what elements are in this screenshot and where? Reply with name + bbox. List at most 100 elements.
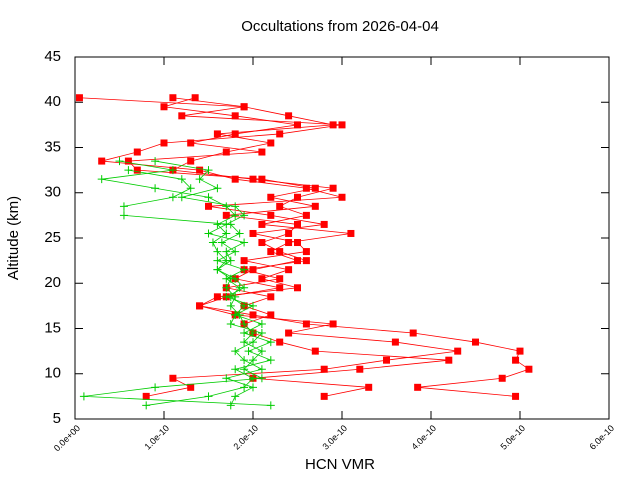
marker — [213, 184, 222, 193]
marker — [97, 175, 106, 184]
marker — [142, 392, 150, 400]
marker — [222, 283, 231, 292]
marker — [311, 184, 319, 192]
series-line — [127, 97, 449, 397]
marker — [249, 229, 257, 237]
marker — [213, 130, 221, 138]
y-tick-label: 35 — [44, 138, 61, 155]
marker — [258, 239, 266, 247]
marker — [329, 121, 337, 129]
marker — [249, 311, 257, 319]
marker — [204, 392, 213, 401]
marker — [267, 193, 275, 201]
marker — [512, 356, 520, 364]
y-tick-label: 15 — [44, 319, 61, 336]
marker — [213, 265, 222, 274]
marker — [231, 347, 240, 356]
marker — [169, 94, 177, 102]
marker — [231, 112, 239, 120]
marker — [285, 266, 293, 274]
marker — [445, 356, 453, 364]
marker — [222, 247, 231, 256]
marker — [231, 392, 240, 401]
marker — [294, 193, 301, 201]
marker — [119, 202, 128, 211]
marker — [240, 283, 249, 292]
marker — [231, 365, 240, 374]
marker — [240, 338, 249, 347]
marker — [266, 338, 275, 347]
marker — [133, 166, 141, 174]
marker — [249, 266, 257, 274]
marker — [208, 238, 217, 247]
marker — [240, 211, 249, 220]
marker — [409, 329, 417, 337]
marker — [383, 356, 390, 364]
marker — [285, 329, 293, 337]
marker — [267, 139, 275, 147]
marker — [244, 347, 253, 356]
marker — [294, 121, 301, 129]
marker — [320, 365, 328, 373]
marker — [222, 148, 230, 156]
marker — [204, 229, 213, 238]
marker — [258, 148, 266, 156]
marker — [267, 211, 275, 219]
marker — [294, 239, 301, 247]
marker — [240, 319, 249, 328]
marker — [257, 374, 266, 383]
marker — [217, 238, 226, 247]
marker — [124, 157, 132, 165]
marker — [213, 247, 222, 256]
marker — [231, 175, 239, 183]
marker — [512, 392, 520, 400]
marker — [329, 184, 337, 192]
marker — [472, 338, 479, 346]
marker — [249, 338, 257, 347]
x-tick-label: 3.0e-10 — [320, 423, 349, 452]
marker — [454, 347, 462, 355]
series-line — [123, 169, 273, 406]
marker — [222, 292, 231, 301]
marker — [231, 310, 240, 319]
marker — [151, 383, 160, 392]
marker — [347, 229, 355, 237]
marker — [231, 274, 240, 283]
marker — [267, 248, 275, 256]
plot-frame — [74, 56, 610, 420]
marker — [302, 211, 310, 219]
marker — [311, 347, 319, 355]
marker — [222, 220, 231, 229]
marker — [294, 220, 301, 228]
marker — [195, 175, 204, 184]
marker — [285, 112, 293, 120]
marker — [186, 184, 195, 193]
marker — [235, 229, 244, 238]
marker — [222, 274, 231, 283]
marker — [222, 211, 230, 219]
marker — [151, 157, 160, 166]
x-tick-label: 0.0e+00 — [52, 423, 82, 453]
marker — [226, 319, 235, 328]
marker — [196, 302, 204, 310]
marker — [249, 374, 257, 383]
marker — [75, 94, 83, 102]
marker — [168, 166, 177, 175]
marker — [267, 311, 275, 319]
marker — [240, 356, 249, 365]
series-line — [155, 160, 264, 406]
marker — [133, 148, 141, 156]
marker — [257, 365, 266, 374]
marker — [276, 275, 284, 283]
marker — [240, 238, 249, 247]
marker — [205, 202, 212, 210]
marker — [177, 193, 186, 202]
y-tick-label: 40 — [44, 93, 61, 110]
marker — [240, 329, 249, 338]
marker — [249, 356, 257, 365]
y-tick-label: 5 — [53, 410, 61, 427]
marker — [204, 193, 213, 202]
marker — [249, 383, 257, 392]
marker — [257, 329, 266, 338]
